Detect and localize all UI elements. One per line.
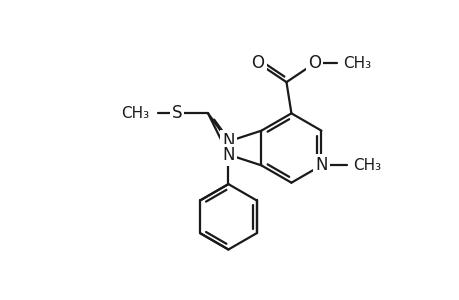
Text: O: O: [251, 54, 264, 72]
Text: CH₃: CH₃: [352, 158, 380, 173]
Text: N: N: [222, 132, 234, 150]
Text: CH₃: CH₃: [121, 106, 149, 121]
Text: CH₃: CH₃: [342, 56, 370, 70]
Text: S: S: [171, 104, 182, 122]
Text: N: N: [314, 156, 327, 174]
Text: O: O: [308, 54, 321, 72]
Text: N: N: [222, 146, 234, 164]
